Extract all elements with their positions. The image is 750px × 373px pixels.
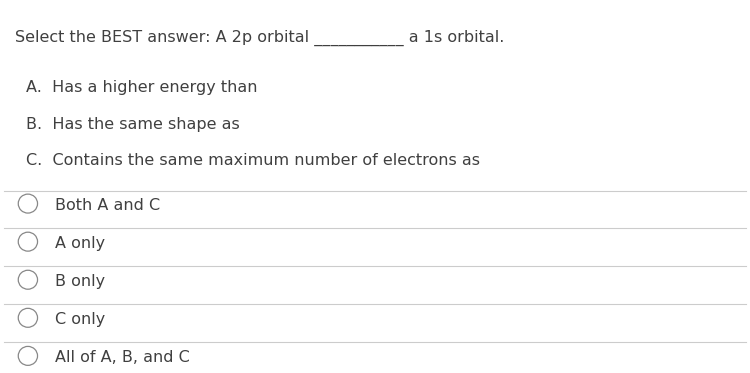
Text: All of A, B, and C: All of A, B, and C [55, 351, 189, 366]
Text: B.  Has the same shape as: B. Has the same shape as [26, 117, 240, 132]
Text: Both A and C: Both A and C [55, 198, 160, 213]
Text: A.  Has a higher energy than: A. Has a higher energy than [26, 80, 258, 95]
Text: A only: A only [55, 236, 105, 251]
Text: C only: C only [55, 312, 105, 327]
Text: C.  Contains the same maximum number of electrons as: C. Contains the same maximum number of e… [26, 153, 481, 168]
Text: B only: B only [55, 274, 105, 289]
Text: Select the BEST answer: A 2p orbital ___________ a 1s orbital.: Select the BEST answer: A 2p orbital ___… [15, 29, 505, 46]
